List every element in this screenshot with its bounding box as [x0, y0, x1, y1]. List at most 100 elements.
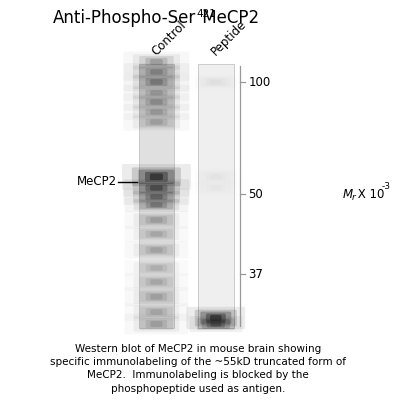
Text: M: M — [343, 188, 353, 200]
FancyBboxPatch shape — [139, 183, 174, 193]
FancyBboxPatch shape — [139, 56, 174, 68]
FancyBboxPatch shape — [150, 321, 162, 327]
FancyBboxPatch shape — [133, 115, 180, 129]
FancyBboxPatch shape — [140, 245, 173, 255]
FancyBboxPatch shape — [145, 98, 168, 106]
Text: X 10: X 10 — [354, 188, 385, 200]
FancyBboxPatch shape — [150, 110, 163, 114]
FancyBboxPatch shape — [146, 308, 167, 316]
FancyBboxPatch shape — [145, 118, 168, 126]
FancyBboxPatch shape — [150, 69, 163, 75]
FancyBboxPatch shape — [140, 263, 173, 273]
FancyBboxPatch shape — [139, 97, 174, 107]
FancyBboxPatch shape — [187, 307, 245, 329]
FancyBboxPatch shape — [146, 278, 167, 286]
FancyBboxPatch shape — [195, 310, 237, 326]
FancyBboxPatch shape — [132, 167, 181, 186]
FancyBboxPatch shape — [150, 309, 162, 315]
FancyBboxPatch shape — [145, 184, 168, 192]
FancyBboxPatch shape — [150, 202, 162, 207]
FancyBboxPatch shape — [150, 247, 162, 253]
FancyBboxPatch shape — [124, 189, 189, 205]
FancyBboxPatch shape — [150, 90, 163, 95]
FancyBboxPatch shape — [189, 316, 242, 332]
FancyBboxPatch shape — [150, 174, 163, 180]
Text: MeCP2: MeCP2 — [77, 176, 117, 188]
FancyBboxPatch shape — [124, 198, 188, 212]
FancyBboxPatch shape — [150, 279, 162, 285]
FancyBboxPatch shape — [124, 179, 189, 197]
FancyBboxPatch shape — [206, 314, 226, 322]
FancyBboxPatch shape — [146, 216, 167, 224]
Text: 50: 50 — [248, 188, 263, 200]
FancyBboxPatch shape — [145, 68, 168, 76]
Text: Control: Control — [149, 18, 189, 58]
Text: Anti-Phospho-Ser: Anti-Phospho-Ser — [53, 9, 196, 27]
FancyBboxPatch shape — [146, 246, 167, 254]
FancyBboxPatch shape — [150, 294, 162, 300]
FancyBboxPatch shape — [124, 72, 189, 92]
FancyBboxPatch shape — [210, 315, 222, 321]
FancyBboxPatch shape — [133, 275, 179, 289]
FancyBboxPatch shape — [133, 213, 179, 227]
FancyBboxPatch shape — [133, 65, 180, 79]
FancyBboxPatch shape — [133, 87, 180, 99]
FancyBboxPatch shape — [145, 78, 168, 86]
FancyBboxPatch shape — [133, 75, 180, 89]
FancyBboxPatch shape — [139, 76, 174, 88]
FancyBboxPatch shape — [210, 80, 221, 84]
FancyBboxPatch shape — [150, 79, 163, 85]
FancyBboxPatch shape — [139, 107, 174, 117]
Text: Western blot of MeCP2 in mouse brain showing
specific immunolabeling of the ~55k: Western blot of MeCP2 in mouse brain sho… — [50, 344, 346, 394]
FancyBboxPatch shape — [145, 172, 168, 182]
FancyBboxPatch shape — [140, 291, 173, 302]
Text: MeCP2: MeCP2 — [197, 9, 259, 27]
FancyBboxPatch shape — [150, 194, 163, 199]
FancyBboxPatch shape — [139, 67, 174, 77]
FancyBboxPatch shape — [150, 217, 162, 223]
Bar — [139, 64, 174, 328]
FancyBboxPatch shape — [140, 200, 173, 209]
FancyBboxPatch shape — [150, 232, 162, 236]
FancyBboxPatch shape — [150, 266, 162, 270]
Text: Peptide: Peptide — [209, 18, 249, 58]
Text: 421: 421 — [197, 9, 217, 18]
FancyBboxPatch shape — [145, 193, 168, 200]
FancyBboxPatch shape — [133, 316, 179, 332]
FancyBboxPatch shape — [146, 264, 167, 272]
Text: r: r — [351, 193, 355, 202]
FancyBboxPatch shape — [140, 215, 173, 225]
FancyBboxPatch shape — [145, 89, 168, 96]
FancyBboxPatch shape — [133, 54, 180, 70]
FancyBboxPatch shape — [146, 202, 167, 208]
Text: 37: 37 — [248, 268, 263, 280]
FancyBboxPatch shape — [140, 229, 173, 239]
FancyBboxPatch shape — [133, 228, 179, 240]
Text: 100: 100 — [248, 76, 270, 88]
FancyBboxPatch shape — [133, 191, 180, 203]
FancyBboxPatch shape — [140, 277, 173, 287]
FancyBboxPatch shape — [133, 290, 179, 304]
FancyBboxPatch shape — [146, 293, 167, 301]
FancyBboxPatch shape — [145, 108, 168, 116]
FancyBboxPatch shape — [140, 318, 173, 330]
FancyBboxPatch shape — [133, 106, 180, 118]
FancyBboxPatch shape — [200, 312, 231, 324]
FancyBboxPatch shape — [150, 59, 163, 65]
FancyBboxPatch shape — [139, 192, 174, 202]
FancyBboxPatch shape — [150, 185, 163, 191]
FancyBboxPatch shape — [145, 58, 168, 66]
Text: -3: -3 — [381, 182, 390, 191]
FancyBboxPatch shape — [146, 320, 167, 328]
FancyBboxPatch shape — [140, 307, 173, 317]
FancyBboxPatch shape — [133, 262, 179, 274]
FancyBboxPatch shape — [207, 320, 225, 328]
FancyBboxPatch shape — [150, 99, 163, 105]
FancyBboxPatch shape — [133, 95, 180, 109]
FancyBboxPatch shape — [139, 117, 174, 127]
FancyBboxPatch shape — [133, 199, 179, 210]
FancyBboxPatch shape — [211, 322, 221, 326]
FancyBboxPatch shape — [133, 305, 179, 319]
FancyBboxPatch shape — [139, 170, 174, 184]
FancyBboxPatch shape — [133, 243, 179, 257]
